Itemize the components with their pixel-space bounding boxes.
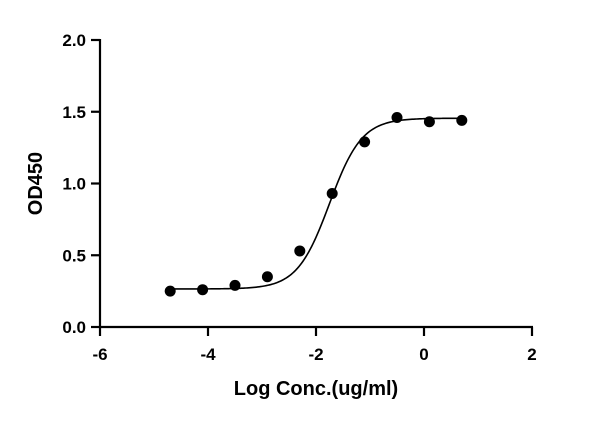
data-point bbox=[197, 284, 209, 296]
x-tick-label: -6 bbox=[92, 345, 107, 364]
x-tick-label: -4 bbox=[200, 345, 216, 364]
y-tick-label: 2.0 bbox=[62, 31, 86, 50]
x-axis-title: Log Conc.(ug/ml) bbox=[234, 378, 398, 400]
data-point bbox=[326, 188, 338, 200]
y-tick-label: 0.0 bbox=[62, 318, 86, 337]
x-tick-label: 0 bbox=[419, 345, 428, 364]
axis-ticks: 0.0 0.5 1.0 1.5 2.0 -6 -4 -2 0 2 bbox=[62, 31, 536, 364]
y-axis-title: OD450 bbox=[25, 152, 47, 215]
data-point bbox=[294, 245, 306, 257]
x-tick-label: 2 bbox=[527, 345, 536, 364]
y-tick-label: 1.0 bbox=[62, 175, 86, 194]
y-tick-label: 0.5 bbox=[62, 246, 86, 265]
data-point bbox=[229, 279, 241, 291]
data-point bbox=[391, 111, 403, 123]
data-point bbox=[423, 116, 435, 128]
data-point bbox=[456, 114, 468, 126]
x-tick-label: -2 bbox=[308, 345, 323, 364]
data-point bbox=[261, 271, 273, 283]
data-points bbox=[164, 111, 468, 297]
data-point bbox=[164, 285, 176, 297]
fit-curve bbox=[170, 117, 462, 290]
y-tick-label: 1.5 bbox=[62, 103, 86, 122]
data-point bbox=[359, 136, 371, 148]
